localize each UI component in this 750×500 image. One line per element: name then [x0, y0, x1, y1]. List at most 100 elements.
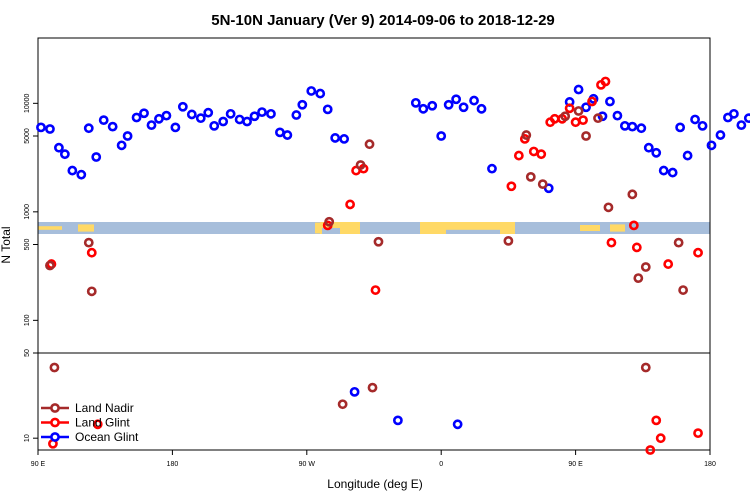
legend-label: Land Glint — [75, 416, 130, 430]
ocean-glint-point — [234, 114, 245, 125]
land-glint-point — [528, 146, 539, 157]
ocean-glint-point — [91, 152, 102, 162]
map-land — [78, 224, 94, 232]
ocean-glint-point — [675, 122, 686, 133]
ocean-glint-point — [209, 120, 220, 131]
x-tick-label: 90 E — [568, 461, 583, 468]
land-glint-point — [587, 96, 597, 107]
ocean-glint-point — [667, 167, 678, 178]
ocean-glint-point — [122, 131, 133, 141]
y-tick-label: 100 — [24, 314, 31, 326]
ocean-glint-point — [98, 115, 109, 126]
ocean-glint-point — [706, 140, 717, 151]
ocean-glint-point — [697, 120, 708, 131]
ocean-glint-point — [322, 104, 333, 115]
land-nadir-point — [603, 202, 614, 213]
ocean-glint-point — [177, 101, 188, 112]
ocean-glint-point — [443, 99, 454, 110]
ocean-glint-point — [83, 123, 94, 134]
ocean-glint-point — [218, 116, 229, 127]
x-axis-label: Longitude (deg E) — [327, 477, 422, 491]
ocean-glint-point — [469, 95, 479, 106]
x-tick-label: 180 — [704, 461, 716, 468]
chart-title: 5N-10N January (Ver 9) 2014-09-06 to 201… — [211, 12, 555, 29]
ocean-glint-point — [54, 142, 64, 153]
ocean-glint-point — [306, 86, 317, 96]
ocean-glint-point — [36, 122, 46, 133]
ocean-glint-point — [636, 123, 647, 134]
ocean-glint-point — [605, 96, 615, 107]
map-ocean-inlet — [446, 229, 500, 234]
data-points — [36, 76, 750, 455]
ocean-glint-point — [275, 127, 285, 138]
land-nadir-point — [573, 106, 584, 116]
land-glint-point — [628, 220, 639, 231]
ocean-glint-point — [225, 108, 236, 119]
y-tick-label: 10 — [24, 434, 31, 442]
ocean-glint-point — [476, 103, 487, 114]
y-tick-label: 1000 — [24, 204, 31, 220]
land-glint-point — [693, 428, 703, 439]
land-glint-point — [536, 149, 547, 160]
ocean-glint-point — [67, 165, 78, 176]
land-nadir-point — [337, 399, 348, 410]
land-glint-point — [651, 415, 662, 426]
land-nadir-point — [633, 273, 644, 284]
land-nadir-point — [503, 235, 514, 246]
ocean-glint-point — [436, 131, 447, 141]
land-glint-point — [631, 242, 642, 253]
land-glint-point — [564, 103, 575, 114]
ocean-glint-point — [418, 103, 429, 114]
x-tick-label: 90 W — [299, 461, 316, 468]
land-nadir-point — [581, 131, 591, 141]
ocean-glint-point — [581, 102, 591, 113]
ocean-glint-point — [146, 120, 157, 130]
ocean-glint-point — [339, 134, 350, 144]
ocean-glint-point — [392, 415, 403, 426]
land-glint-point — [655, 433, 666, 444]
land-nadir-point — [678, 285, 689, 295]
land-nadir-point — [640, 362, 651, 373]
y-tick-label: 50 — [24, 349, 31, 357]
legend-marker — [50, 432, 60, 442]
ocean-glint-point — [282, 130, 293, 140]
ocean-glint-point — [690, 114, 700, 125]
map-land — [610, 224, 625, 232]
ocean-glint-point — [627, 121, 638, 132]
ocean-glint-point — [427, 100, 438, 111]
land-nadir-point — [537, 179, 548, 190]
ocean-glint-point — [131, 112, 142, 123]
y-axis-lower: 10 50 — [24, 349, 38, 442]
land-nadir-point — [521, 130, 532, 140]
ocean-glint-point — [458, 102, 469, 113]
map-ocean — [38, 222, 710, 234]
land-glint-point — [370, 285, 381, 295]
land-glint-point — [693, 247, 703, 258]
ocean-glint-point — [107, 121, 118, 132]
x-tick-label: 180 — [167, 461, 179, 468]
legend-marker — [50, 403, 60, 413]
map-land — [580, 225, 600, 231]
land-nadir-point — [373, 236, 384, 247]
ocean-glint-point — [195, 113, 206, 124]
y-axis-upper: 100 500 1000 5000 10000 — [24, 93, 38, 326]
land-glint-point — [506, 181, 517, 192]
ocean-glint-point — [249, 111, 260, 122]
y-tick-label: 5000 — [24, 128, 31, 144]
ocean-glint-point — [736, 120, 747, 130]
ocean-glint-point — [715, 130, 726, 140]
land-nadir-point — [86, 286, 97, 297]
ocean-glint-point — [651, 147, 662, 158]
ocean-glint-point — [139, 108, 149, 119]
ocean-glint-point — [612, 110, 623, 121]
ocean-glint-point — [451, 94, 462, 105]
ocean-glint-point — [728, 108, 739, 119]
ocean-glint-point — [170, 122, 181, 133]
ocean-glint-point — [291, 110, 302, 120]
ocean-glint-point — [349, 386, 360, 397]
land-nadir-point — [673, 237, 684, 248]
ocean-glint-point — [330, 133, 341, 143]
land-glint-point — [345, 199, 356, 210]
